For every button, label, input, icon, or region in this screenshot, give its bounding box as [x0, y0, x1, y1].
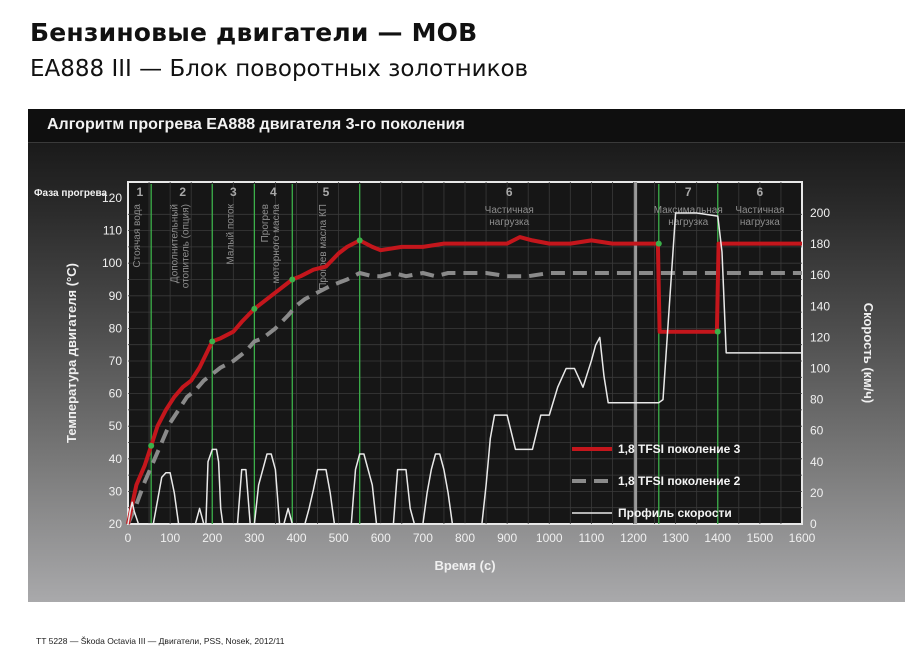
phase-label: Стоячая вода	[132, 204, 143, 268]
phase-label: отопитель (опция)	[180, 204, 191, 288]
y2-tick-label: 100	[810, 362, 830, 376]
chart-panel-header	[28, 109, 905, 143]
y2-tick-label: 0	[810, 517, 817, 531]
phase-label: нагрузка	[668, 217, 708, 228]
x-tick-label: 1300	[662, 531, 689, 545]
x-tick-label: 800	[455, 531, 475, 545]
y2-tick-label: 120	[810, 330, 830, 344]
legend-label: Профиль скорости	[618, 506, 732, 520]
phase-marker-dot	[209, 338, 216, 345]
page-title: Бензиновые двигатели — MOB	[30, 18, 478, 47]
x-tick-label: 1100	[578, 531, 604, 545]
phase-marker-dot	[714, 328, 721, 335]
series-gen2-line	[126, 271, 802, 525]
phase-label: Частичная	[485, 205, 534, 216]
page-subtitle: EA888 III — Блок поворотных золотников	[30, 56, 529, 82]
series-gen3-line	[126, 235, 802, 525]
legend-label: 1,8 TFSI поколение 2	[618, 474, 741, 488]
y2-axis-label: Скорость (км/ч)	[861, 303, 876, 404]
phase-number: 6	[506, 185, 513, 199]
y-axis-label: Температура двигателя (°С)	[64, 263, 79, 443]
y2-tick-label: 180	[810, 237, 830, 251]
y2-tick-label: 20	[810, 486, 824, 500]
phase-label: Частичная	[735, 205, 784, 216]
y-tick-label: 100	[102, 256, 122, 270]
phase-label: Дополнительный	[169, 204, 180, 283]
legend-label: 1,8 TFSI поколение 3	[618, 442, 741, 456]
y2-tick-label: 40	[810, 455, 824, 469]
phase-number: 7	[685, 185, 692, 199]
x-tick-label: 1600	[789, 531, 816, 545]
x-tick-label: 500	[329, 531, 349, 545]
phase-label: моторного масла	[271, 204, 282, 284]
phase-label: нагрузка	[740, 217, 780, 228]
phase-label: Максимальная	[654, 205, 723, 216]
phase-marker-dot	[289, 276, 296, 283]
phase-marker-dot	[655, 240, 662, 247]
phase-number: 1	[136, 185, 143, 199]
y-tick-label: 60	[109, 387, 123, 401]
y2-tick-label: 60	[810, 424, 824, 438]
phase-number: 2	[179, 185, 186, 199]
x-tick-label: 0	[125, 531, 132, 545]
footer-text: TT 5228 — Škoda Octavia III — Двигатели,…	[36, 636, 285, 646]
x-tick-label: 600	[371, 531, 391, 545]
y-tick-label: 20	[109, 517, 123, 531]
phase-marker-dot	[148, 442, 155, 449]
y2-tick-label: 160	[810, 268, 830, 282]
phase-label: Прогрев масла КП	[318, 204, 329, 290]
x-tick-label: 100	[160, 531, 180, 545]
phase-number: 5	[323, 185, 330, 199]
x-axis-label: Время (с)	[434, 558, 495, 573]
y-tick-label: 30	[109, 484, 123, 498]
y2-tick-label: 200	[810, 206, 830, 220]
phase-number: 4	[270, 185, 277, 199]
phase-label: нагрузка	[489, 217, 529, 228]
phase-number: 6	[757, 185, 764, 199]
phase-marker-dot	[251, 305, 258, 312]
y-tick-label: 50	[109, 419, 123, 433]
y-tick-label: 90	[109, 289, 123, 303]
phase-label: Малый поток	[225, 203, 236, 264]
x-tick-label: 1200	[620, 531, 647, 545]
y2-tick-label: 80	[810, 393, 824, 407]
y-tick-label: 80	[109, 321, 123, 335]
x-tick-label: 300	[244, 531, 264, 545]
series-speed-line	[127, 212, 802, 525]
x-tick-label: 400	[286, 531, 306, 545]
y-tick-label: 110	[103, 224, 122, 238]
phase-header: Фаза прогрева	[34, 188, 108, 199]
chart-title: Алгоритм прогрева EA888 двигателя 3-го п…	[47, 116, 465, 133]
x-tick-label: 1500	[747, 531, 774, 545]
x-tick-label: 700	[413, 531, 433, 545]
y-tick-label: 40	[109, 452, 123, 466]
x-tick-label: 1000	[536, 531, 563, 545]
phase-number: 3	[230, 185, 237, 199]
y-tick-label: 70	[109, 354, 123, 368]
phase-label: Прогрев	[260, 204, 271, 242]
y2-tick-label: 140	[810, 299, 830, 313]
x-tick-label: 900	[497, 531, 517, 545]
x-tick-label: 1400	[704, 531, 731, 545]
y-tick-label: 120	[102, 191, 122, 205]
x-tick-label: 200	[202, 531, 222, 545]
phase-marker-dot	[356, 237, 363, 244]
